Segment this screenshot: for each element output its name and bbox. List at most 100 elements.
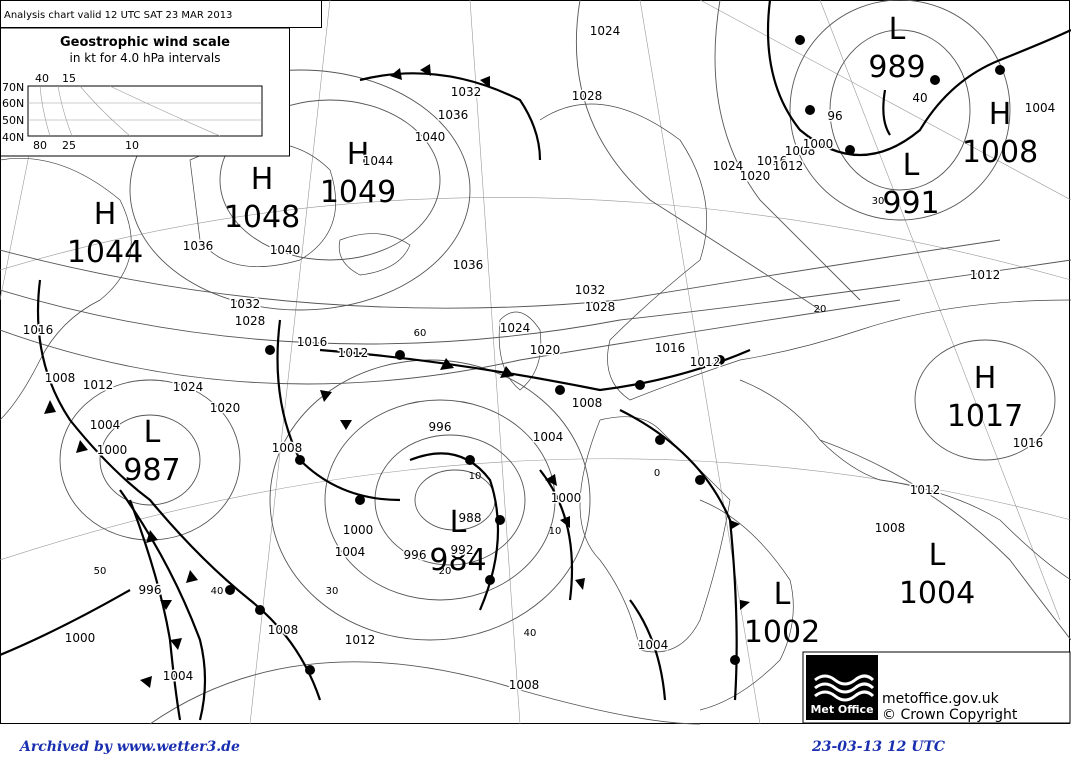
header-box <box>0 0 322 28</box>
isobar-label: 996 <box>404 548 427 562</box>
isobar-label: 996 <box>429 420 452 434</box>
center-pressure: 1048 <box>224 200 300 235</box>
center-kind: L <box>144 415 161 450</box>
center-kind: H <box>989 97 1012 132</box>
wind-label: 20 <box>439 566 452 577</box>
wind-label: 50 <box>94 566 107 577</box>
center-pressure: 989 <box>868 50 925 85</box>
isobar-label: 1044 <box>363 154 394 168</box>
center-kind: H <box>94 197 117 232</box>
wind-label: 60 <box>414 328 427 339</box>
isobar-label: 1020 <box>530 343 561 357</box>
center-kind: L <box>774 577 791 612</box>
isobar-label: 1004 <box>1025 101 1056 115</box>
isobar-label: 1012 <box>338 346 369 360</box>
isobar-label: 1036 <box>438 108 469 122</box>
isobar-label: 992 <box>451 543 474 557</box>
isobar-label: 1000 <box>803 137 834 151</box>
isobar-label: 1004 <box>90 418 121 432</box>
isobar-label: 1012 <box>83 378 114 392</box>
isobar-label: 1008 <box>572 396 603 410</box>
wind-label: 0 <box>654 468 660 479</box>
isobar-label: 1024 <box>590 24 621 38</box>
isobar-label: 1028 <box>572 89 603 103</box>
center-kind: H <box>974 361 997 396</box>
center-pressure: 1008 <box>962 135 1038 170</box>
coastlines <box>0 103 1071 711</box>
center-kind: H <box>347 137 370 172</box>
wind-scale-subtitle: in kt for 4.0 hPa intervals <box>70 51 221 65</box>
center-pressure: 1002 <box>744 615 820 650</box>
isobar-label: 1036 <box>183 239 214 253</box>
center-pressure: 1049 <box>320 175 396 210</box>
center-kind: L <box>889 12 906 47</box>
fronts <box>0 0 1071 721</box>
isobar-label: 1004 <box>163 669 194 683</box>
isobar-label: 1016 <box>297 335 328 349</box>
latitude-label: 70N <box>2 81 24 94</box>
isobar-label: 1040 <box>270 243 301 257</box>
isobar-label: 1008 <box>272 441 303 455</box>
isobar-label: 1016 <box>1013 436 1044 450</box>
isobar-label: 1000 <box>65 631 96 645</box>
isobar-label: 1028 <box>235 314 266 328</box>
speed-label: 15 <box>62 72 76 85</box>
logo-brand: Met Office <box>810 703 873 716</box>
isobar-label: 996 <box>139 583 162 597</box>
wind-label: 20 <box>814 304 827 315</box>
wind-label: 40 <box>211 586 224 597</box>
latitude-label: 50N <box>2 114 24 127</box>
isobar-label: 1012 <box>690 355 721 369</box>
wind-scale-box <box>0 27 290 157</box>
isobar-label: 1000 <box>343 523 374 537</box>
isobar-label: 1020 <box>210 401 241 415</box>
wind-scale-title: Geostrophic wind scale <box>60 35 230 50</box>
wind-label: 30 <box>326 586 339 597</box>
center-pressure: 1017 <box>947 399 1023 434</box>
center-pressure: 1004 <box>899 576 975 611</box>
center-kind: L <box>903 148 920 183</box>
wind-label: 10 <box>549 526 562 537</box>
wind-label: 30 <box>872 196 885 207</box>
speed-label: 25 <box>62 139 76 152</box>
center-pressure: 987 <box>123 453 180 488</box>
isobar-label: 1012 <box>910 483 941 497</box>
isobar-label: 1008 <box>509 678 540 692</box>
isobar-label: 1016 <box>655 341 686 355</box>
logo-copyright: © Crown Copyright <box>882 707 1018 723</box>
isobar-label: 1024 <box>173 380 204 394</box>
map-frame <box>0 0 1070 724</box>
footer-archive[interactable]: Archived by www.wetter3.de <box>18 739 240 755</box>
wind-scale-grid <box>27 85 263 137</box>
wind-label: 10 <box>469 471 482 482</box>
center-kind: H <box>251 162 274 197</box>
header-title: Analysis chart valid 12 UTC SAT 23 MAR 2… <box>4 10 232 21</box>
isobar-label: 1012 <box>970 268 1001 282</box>
center-pressure: 991 <box>882 186 939 221</box>
center-pressure: 1044 <box>67 235 143 270</box>
wind-label: 40 <box>524 628 537 639</box>
isobar-label: 1000 <box>97 443 128 457</box>
isobar-label: 1032 <box>230 297 261 311</box>
isobar-label: 1008 <box>45 371 76 385</box>
logo-site: metoffice.gov.uk <box>882 691 1000 707</box>
isobar-label: 1016 <box>757 154 788 168</box>
isobar-label: 1020 <box>740 169 771 183</box>
isobar-label: 1008 <box>268 623 299 637</box>
isobar-label: 1012 <box>345 633 376 647</box>
latitude-label: 60N <box>2 97 24 110</box>
isobar-label: 1004 <box>638 638 669 652</box>
isobar-label: 1024 <box>500 321 531 335</box>
latitude-label: 40N <box>2 131 24 144</box>
isobar-label: 1008 <box>785 144 816 158</box>
isobar-label: 1028 <box>585 300 616 314</box>
isobar-label: 1036 <box>453 258 484 272</box>
center-kind: L <box>929 538 946 573</box>
isobar-label: 96 <box>827 109 842 123</box>
center-pressure: 984 <box>429 543 486 578</box>
isobar-label: 988 <box>459 511 482 525</box>
met-office-logo: Met Office metoffice.gov.uk © Crown Copy… <box>802 651 1071 724</box>
isobar-label: 1008 <box>875 521 906 535</box>
center-kind: L <box>450 505 467 540</box>
